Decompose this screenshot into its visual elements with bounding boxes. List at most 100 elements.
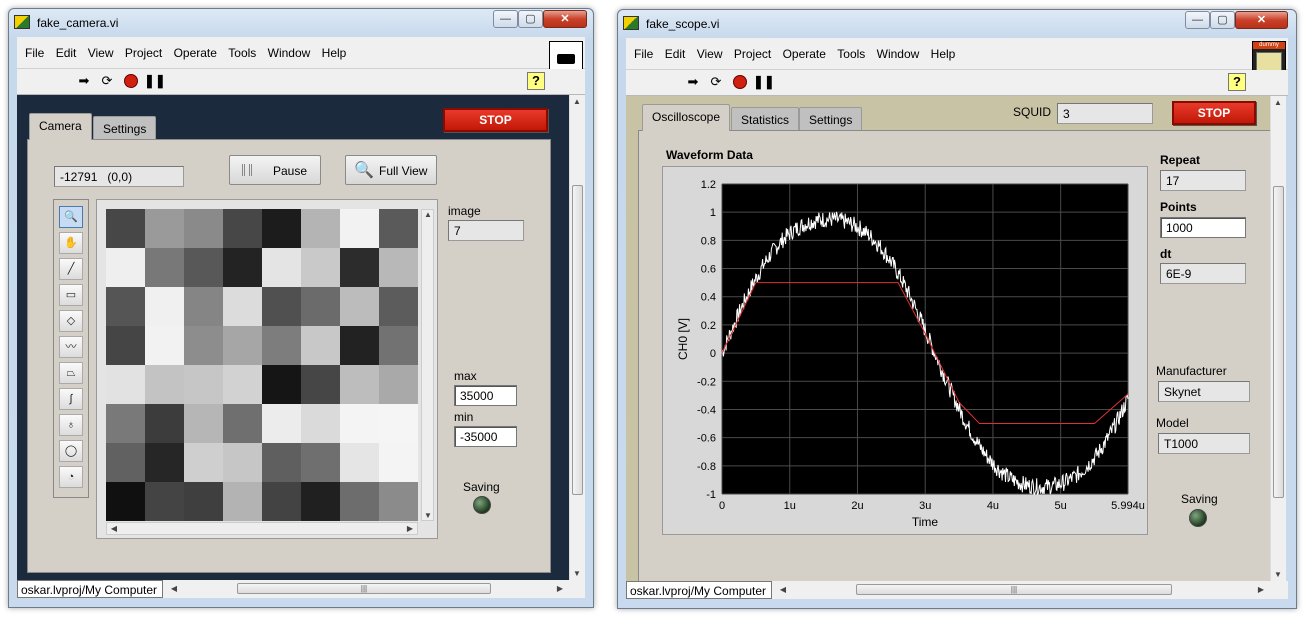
scope-titlebar[interactable]: fake_scope.vi — ▢ ✕ bbox=[618, 10, 1296, 38]
maximize-button[interactable]: ▢ bbox=[518, 10, 543, 28]
panel-scroll-down-icon[interactable]: ▼ bbox=[573, 569, 581, 578]
waveform-chart-svg[interactable]: 0 1u 2u 3u 4u 5u 5.994u 1.2 1 0.8 0.6 0.4 0.2 0 -0.2 -0… bbox=[663, 167, 1147, 534]
camera-titlebar[interactable]: fake_camera.vi — ▢ ✕ bbox=[9, 9, 593, 37]
labview-vi-icon bbox=[14, 15, 30, 29]
scope-hscroll[interactable]: ◀ ||| ▶ bbox=[776, 582, 1268, 598]
tab-oscilloscope[interactable]: Oscilloscope bbox=[642, 104, 731, 131]
pixel-cell bbox=[223, 443, 262, 482]
help-icon[interactable]: ? bbox=[527, 72, 545, 90]
hscroll-thumb[interactable]: ||| bbox=[237, 583, 491, 594]
menu-edit[interactable]: Edit bbox=[55, 46, 77, 60]
waveform-graph[interactable]: 0 1u 2u 3u 4u 5u 5.994u 1.2 1 0.8 0.6 0.4 0.2 0 -0.2 -0… bbox=[662, 166, 1148, 535]
tab-camera[interactable]: Camera bbox=[29, 113, 92, 140]
run-arrow-icon[interactable]: ➡ bbox=[78, 73, 90, 88]
panel-scroll-up-icon[interactable]: ▲ bbox=[573, 97, 581, 106]
rotated-rect-tool-icon[interactable]: ◇ bbox=[59, 310, 83, 332]
model-label: Model bbox=[1156, 416, 1189, 430]
tab-settings[interactable]: Settings bbox=[93, 116, 157, 140]
panel-scroll-thumb[interactable] bbox=[1273, 186, 1284, 498]
image-vscroll[interactable]: ▲ ▼ bbox=[421, 209, 434, 521]
help-icon[interactable]: ? bbox=[1228, 73, 1246, 91]
menu-project[interactable]: Project bbox=[124, 46, 163, 60]
tab-camera-label: Camera bbox=[39, 119, 82, 133]
hscroll-right-icon[interactable]: ▶ bbox=[556, 584, 564, 593]
run-arrow-icon[interactable]: ➡ bbox=[687, 74, 699, 89]
hscroll-left-icon[interactable]: ◀ bbox=[779, 585, 787, 594]
scroll-down-arrow-icon[interactable]: ▼ bbox=[424, 511, 432, 520]
rectangle-tool-icon[interactable]: ▭ bbox=[59, 284, 83, 306]
tab-statistics[interactable]: Statistics bbox=[731, 107, 800, 131]
pixel-cell bbox=[262, 326, 301, 365]
pause-icon[interactable]: ❚❚ bbox=[144, 73, 166, 88]
scroll-right-arrow-icon[interactable]: ▶ bbox=[406, 524, 414, 533]
polyline-tool-icon[interactable]: 〰 bbox=[59, 336, 83, 358]
camera-hscroll[interactable]: ◀ ||| ▶ bbox=[167, 581, 567, 597]
scroll-left-arrow-icon[interactable]: ◀ bbox=[110, 524, 118, 533]
abort-icon[interactable] bbox=[731, 73, 749, 91]
menu-help[interactable]: Help bbox=[930, 47, 956, 61]
close-button[interactable]: ✕ bbox=[543, 10, 587, 28]
menu-project[interactable]: Project bbox=[733, 47, 772, 61]
freehand-region-tool-icon[interactable]: ♁ bbox=[59, 414, 83, 436]
stop-button[interactable]: STOP bbox=[1172, 101, 1256, 125]
pixel-cell bbox=[262, 365, 301, 404]
camera-menubar: File Edit View Project Operate Tools Win… bbox=[17, 37, 585, 75]
stop-button[interactable]: STOP bbox=[443, 108, 548, 132]
zoom-tool-icon[interactable]: 🔍 bbox=[59, 206, 83, 228]
pause-button[interactable]: Pause bbox=[229, 155, 321, 185]
scope-statusbar: oskar.lvproj/My Computer ◀ ||| ▶ bbox=[626, 581, 1288, 599]
points-control[interactable]: 1000 bbox=[1160, 217, 1246, 238]
camera-panel-vscroll[interactable]: ▲ ▼ bbox=[569, 95, 585, 580]
close-button[interactable]: ✕ bbox=[1235, 11, 1288, 29]
menu-operate[interactable]: Operate bbox=[173, 46, 217, 60]
y-tick-label: 0.8 bbox=[701, 235, 716, 247]
annulus-tool-icon[interactable]: ◔ bbox=[59, 466, 83, 488]
menu-tools[interactable]: Tools bbox=[837, 47, 866, 61]
menu-view[interactable]: View bbox=[87, 46, 114, 60]
pixel-cell bbox=[262, 287, 301, 326]
panel-scroll-down-icon[interactable]: ▼ bbox=[1274, 570, 1282, 579]
run-continuously-icon[interactable]: ⟳ bbox=[710, 74, 722, 89]
menu-help[interactable]: Help bbox=[321, 46, 347, 60]
abort-icon[interactable] bbox=[122, 72, 140, 90]
image-display[interactable]: ▲ ▼ ◀ ▶ bbox=[96, 199, 438, 539]
min-control[interactable]: -35000 bbox=[454, 426, 517, 447]
menu-file[interactable]: File bbox=[25, 46, 45, 60]
pixel-grid[interactable] bbox=[106, 209, 418, 521]
max-control[interactable]: 35000 bbox=[454, 385, 517, 406]
pixel-cell bbox=[262, 482, 301, 521]
hscroll-left-icon[interactable]: ◀ bbox=[170, 584, 178, 593]
minimize-button[interactable]: — bbox=[1185, 11, 1210, 29]
menu-window[interactable]: Window bbox=[267, 46, 311, 60]
pixel-cell bbox=[262, 209, 301, 248]
hscroll-thumb[interactable]: ||| bbox=[856, 584, 1172, 595]
line-tool-icon[interactable]: ╱ bbox=[59, 258, 83, 280]
pixel-cell bbox=[106, 404, 145, 443]
minimize-button[interactable]: — bbox=[493, 10, 518, 28]
menu-file[interactable]: File bbox=[634, 47, 654, 61]
menu-window[interactable]: Window bbox=[876, 47, 920, 61]
scope-panel-vscroll[interactable]: ▲ ▼ bbox=[1270, 96, 1286, 581]
pause-icon[interactable]: ❚❚ bbox=[753, 74, 775, 89]
pixel-cell bbox=[301, 443, 340, 482]
maximize-button[interactable]: ▢ bbox=[1210, 11, 1235, 29]
panel-scroll-up-icon[interactable]: ▲ bbox=[1274, 98, 1282, 107]
pixel-cell bbox=[262, 404, 301, 443]
menu-tools[interactable]: Tools bbox=[228, 46, 257, 60]
run-continuously-icon[interactable]: ⟳ bbox=[101, 73, 113, 88]
hscroll-right-icon[interactable]: ▶ bbox=[1257, 585, 1265, 594]
menu-edit[interactable]: Edit bbox=[664, 47, 686, 61]
panel-scroll-thumb[interactable] bbox=[572, 185, 583, 495]
menu-operate[interactable]: Operate bbox=[782, 47, 826, 61]
tab-settings[interactable]: Settings bbox=[799, 107, 863, 131]
menu-view[interactable]: View bbox=[696, 47, 723, 61]
freehand-line-tool-icon[interactable]: ∫ bbox=[59, 388, 83, 410]
polygon-tool-icon[interactable]: ⏢ bbox=[59, 362, 83, 384]
pan-tool-icon[interactable]: ✋ bbox=[59, 232, 83, 254]
full-view-button[interactable]: 🔍 Full View bbox=[345, 155, 437, 185]
image-hscroll[interactable]: ◀ ▶ bbox=[106, 522, 418, 535]
pixel-cell bbox=[301, 248, 340, 287]
scope-front-panel: Oscilloscope Statistics Settings SQUID 3… bbox=[626, 96, 1274, 582]
oval-tool-icon[interactable]: ◯ bbox=[59, 440, 83, 462]
scroll-up-arrow-icon[interactable]: ▲ bbox=[424, 210, 432, 219]
